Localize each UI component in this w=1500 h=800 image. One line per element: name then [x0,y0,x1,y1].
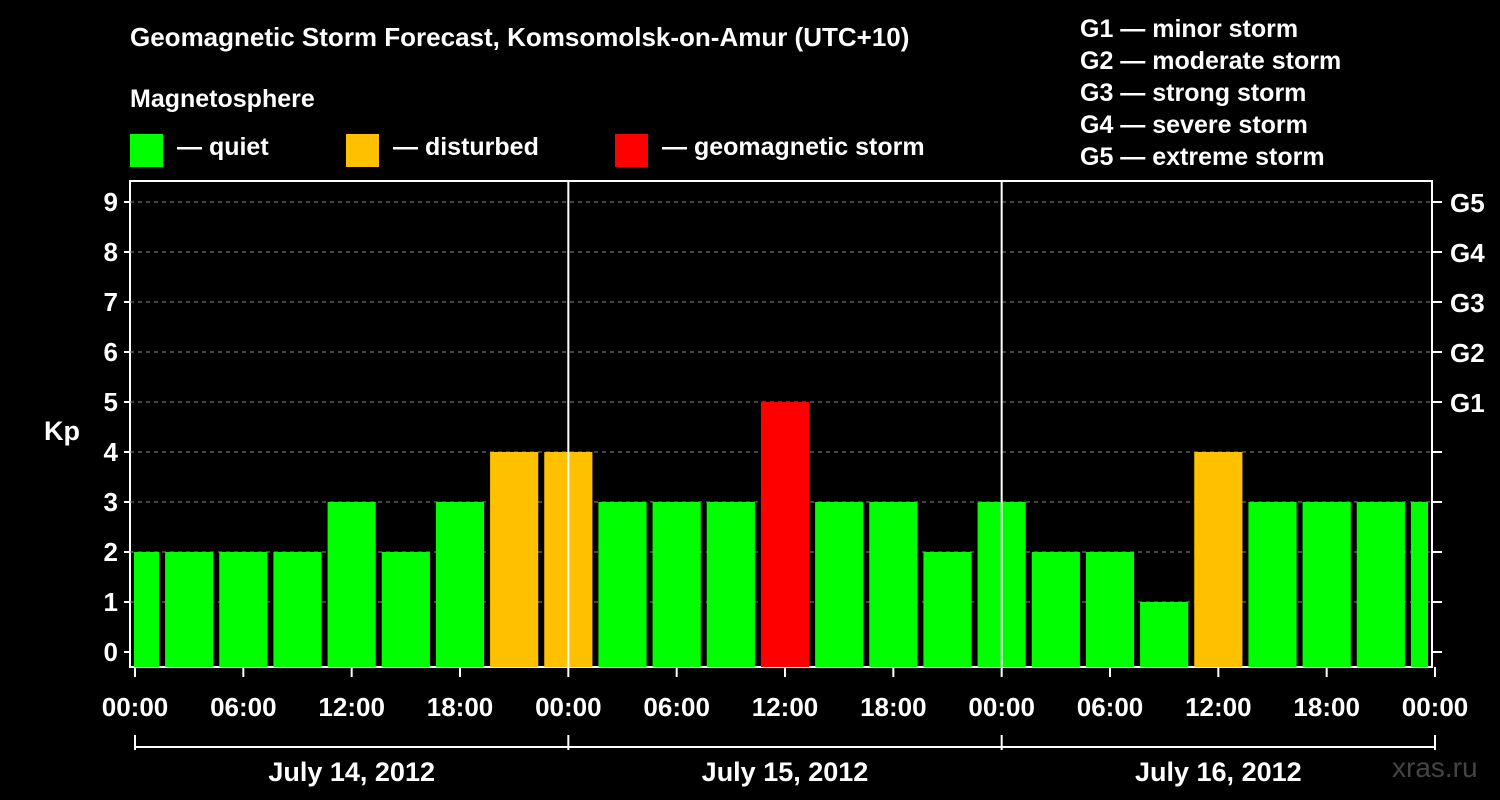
x-tick-label-11: 18:00 [1293,692,1360,722]
kp-bar-14 [869,502,918,667]
x-tick-label-7: 18:00 [860,692,927,722]
kp-bar-6 [435,502,485,667]
g-scale-g3: G3 — strong storm [1080,79,1307,107]
x-tick-label-3: 18:00 [427,692,494,722]
g-scale-g5: G5 — extreme storm [1080,143,1325,171]
y-tick-label-4: 4 [104,437,119,467]
kp-bar-1 [165,552,214,667]
legend-heading: Magnetosphere [130,85,315,113]
x-tick-label-9: 06:00 [1077,692,1144,722]
kp-bar-7 [490,452,539,667]
kp-bar-12 [760,402,810,667]
kp-bar-23 [1356,502,1405,667]
y-tick-label-8: 8 [104,237,118,267]
kp-bar-2 [219,552,268,667]
kp-bar-22 [1302,502,1351,667]
x-tick-label-6: 12:00 [752,692,819,722]
kp-bar-3 [273,552,322,667]
x-tick-label-8: 00:00 [968,692,1035,722]
kp-bar-4 [327,502,376,667]
kp-bar-5 [381,552,430,667]
kp-bar-9 [598,502,647,667]
g-scale-g2: G2 — moderate storm [1080,47,1342,75]
kp-bar-15 [923,552,972,667]
legend-label-quiet: — quiet [177,133,269,161]
x-tick-label-5: 06:00 [643,692,710,722]
legend-swatch-disturbed [346,134,379,167]
day-label-0: July 14, 2012 [268,757,435,787]
kp-bar-24 [1410,502,1428,667]
kp-bar-13 [815,502,864,667]
day-label-1: July 15, 2012 [702,757,869,787]
right-tick-label-G2: G2 [1450,338,1485,368]
kp-bar-0 [134,552,160,667]
kp-bar-18 [1085,552,1135,667]
legend-label-disturbed: — disturbed [393,133,539,161]
day-label-2: July 16, 2012 [1135,757,1302,787]
g-scale-g4: G4 — severe storm [1080,111,1308,139]
kp-bar-19 [1140,602,1189,667]
kp-bar-10 [652,502,701,667]
kp-bar-17 [1031,552,1080,667]
watermark: xras.ru [1392,752,1478,783]
right-tick-label-G4: G4 [1450,238,1485,268]
g-scale-g1: G1 — minor storm [1080,15,1299,43]
y-tick-label-9: 9 [104,187,118,217]
chart-title: Geomagnetic Storm Forecast, Komsomolsk-o… [130,22,910,52]
x-tick-label-1: 06:00 [210,692,277,722]
right-tick-label-G5: G5 [1450,188,1485,218]
y-axis-label: Kp [44,416,80,446]
x-tick-label-4: 00:00 [535,692,602,722]
kp-bar-21 [1248,502,1297,667]
legend-swatch-storm [615,134,648,167]
right-tick-label-G1: G1 [1450,388,1485,418]
legend-label-storm: — geomagnetic storm [662,133,925,161]
right-tick-label-G3: G3 [1450,288,1485,318]
x-tick-label-0: 00:00 [102,692,169,722]
x-tick-label-10: 12:00 [1185,692,1252,722]
y-tick-label-3: 3 [104,487,118,517]
y-tick-label-2: 2 [104,537,118,567]
y-tick-label-5: 5 [104,387,118,417]
y-tick-label-6: 6 [104,337,118,367]
y-tick-label-1: 1 [104,587,118,617]
kp-bar-20 [1194,452,1243,667]
x-tick-label-12: 00:00 [1402,692,1469,722]
legend-swatch-quiet [130,134,163,167]
y-tick-label-7: 7 [104,287,118,317]
kp-bar-11 [706,502,755,667]
x-tick-label-2: 12:00 [318,692,385,722]
y-tick-label-0: 0 [104,637,118,667]
